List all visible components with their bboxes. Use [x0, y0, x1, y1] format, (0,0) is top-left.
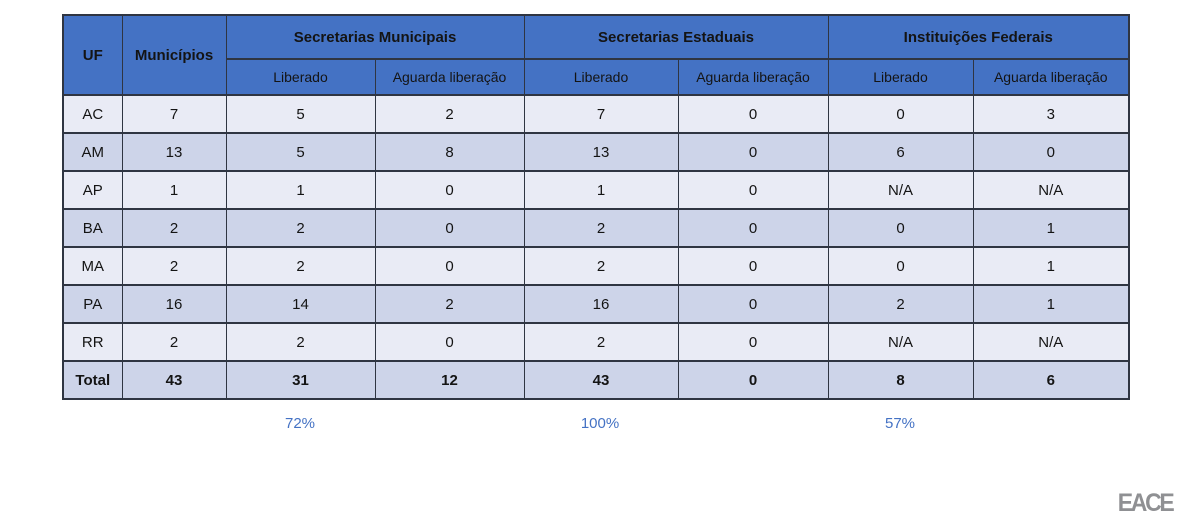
- header-group-secretarias-municipais: Secretarias Municipais: [225, 14, 525, 60]
- uf-cell: AC: [62, 94, 123, 134]
- uf-cell: BA: [62, 208, 123, 248]
- table-row: AP 1 1 0 1 0 N/A N/A: [62, 170, 1130, 210]
- data-cell: 2: [523, 246, 679, 286]
- table-body: AC 7 5 2 7 0 0 3 AM 13 5 8 13 0 6 0 AP 1 1 0 1 0 N/A N/A BA 2 2 0 2 0…: [62, 94, 1130, 400]
- data-cell: 12: [374, 360, 525, 400]
- data-cell: 2: [225, 208, 376, 248]
- header-uf: UF: [62, 14, 123, 96]
- data-cell: 0: [827, 208, 974, 248]
- data-cell: 0: [374, 208, 525, 248]
- data-cell: 0: [374, 246, 525, 286]
- data-cell: 1: [523, 170, 679, 210]
- table-row-total: Total 43 31 12 43 0 8 6: [62, 360, 1130, 400]
- data-cell: N/A: [827, 170, 974, 210]
- data-cell: 7: [523, 94, 679, 134]
- header-group-secretarias-estaduais: Secretarias Estaduais: [523, 14, 829, 60]
- header-sub-row: Liberado Aguarda liberação Liberado Agua…: [63, 58, 1130, 96]
- data-cell: 0: [677, 284, 829, 324]
- table-row: PA 16 14 2 16 0 2 1: [62, 284, 1130, 324]
- data-cell: 16: [121, 284, 227, 324]
- data-cell: 2: [225, 322, 376, 362]
- data-cell: 6: [972, 360, 1130, 400]
- subheader-if-aguarda: Aguarda liberação: [972, 58, 1130, 96]
- uf-cell: AP: [62, 170, 123, 210]
- data-cell: 1: [972, 284, 1130, 324]
- percent-label-secretarias-estaduais: 100%: [580, 415, 620, 432]
- percent-label-instituicoes-federais: 57%: [884, 415, 916, 432]
- data-cell: 1: [972, 246, 1130, 286]
- data-cell: 6: [827, 132, 974, 172]
- data-cell: 0: [677, 246, 829, 286]
- percent-label-secretarias-municipais: 72%: [284, 415, 316, 432]
- data-cell: 2: [121, 208, 227, 248]
- uf-cell: Total: [62, 360, 123, 400]
- data-cell: 2: [121, 246, 227, 286]
- data-cell: 1: [972, 208, 1130, 248]
- table-header: UF Municípios Secretarias Municipais Sec…: [62, 14, 1130, 96]
- header-municipios: Municípios: [121, 14, 227, 96]
- data-cell: N/A: [972, 322, 1130, 362]
- data-cell: 0: [374, 170, 525, 210]
- data-cell: 2: [523, 322, 679, 362]
- data-cell: 3: [972, 94, 1130, 134]
- table-row: MA 2 2 0 2 0 0 1: [62, 246, 1130, 286]
- header-group-row: UF Municípios Secretarias Municipais Sec…: [62, 14, 1130, 96]
- data-cell: 1: [121, 170, 227, 210]
- data-cell: 0: [677, 322, 829, 362]
- subheader-if-liberado: Liberado: [827, 58, 974, 96]
- data-cell: 5: [225, 132, 376, 172]
- data-cell: 2: [374, 284, 525, 324]
- uf-cell: RR: [62, 322, 123, 362]
- data-cell: 1: [225, 170, 376, 210]
- data-cell: 0: [827, 94, 974, 134]
- data-cell: 5: [225, 94, 376, 134]
- uf-cell: AM: [62, 132, 123, 172]
- uf-cell: PA: [62, 284, 123, 324]
- data-cell: 7: [121, 94, 227, 134]
- header-group-instituicoes-federais: Instituições Federais: [827, 14, 1130, 60]
- data-cell: 0: [827, 246, 974, 286]
- data-cell: 0: [677, 170, 829, 210]
- data-cell: 13: [121, 132, 227, 172]
- data-cell: N/A: [827, 322, 974, 362]
- data-cell: 16: [523, 284, 679, 324]
- data-cell: 43: [523, 360, 679, 400]
- table-row: RR 2 2 0 2 0 N/A N/A: [62, 322, 1130, 362]
- data-cell: 0: [677, 132, 829, 172]
- data-cell: 0: [374, 322, 525, 362]
- subheader-se-aguarda: Aguarda liberação: [677, 58, 829, 96]
- data-cell: 8: [827, 360, 974, 400]
- data-cell: 14: [225, 284, 376, 324]
- data-cell: 0: [677, 208, 829, 248]
- table-row: BA 2 2 0 2 0 0 1: [62, 208, 1130, 248]
- data-cell: 2: [225, 246, 376, 286]
- table-row: AC 7 5 2 7 0 0 3: [62, 94, 1130, 134]
- table-row: AM 13 5 8 13 0 6 0: [62, 132, 1130, 172]
- data-cell: N/A: [972, 170, 1130, 210]
- subheader-se-liberado: Liberado: [523, 58, 679, 96]
- data-cell: 0: [677, 94, 829, 134]
- data-cell: 31: [225, 360, 376, 400]
- status-table: UF Municípios Secretarias Municipais Sec…: [62, 14, 1131, 400]
- data-cell: 8: [374, 132, 525, 172]
- data-cell: 2: [827, 284, 974, 324]
- eace-logo: EACE: [1117, 489, 1174, 517]
- data-cell: 2: [374, 94, 525, 134]
- data-cell: 0: [972, 132, 1130, 172]
- data-cell: 0: [677, 360, 829, 400]
- data-cell: 2: [121, 322, 227, 362]
- subheader-sm-liberado: Liberado: [225, 58, 376, 96]
- subheader-sm-aguarda: Aguarda liberação: [374, 58, 525, 96]
- data-cell: 2: [523, 208, 679, 248]
- data-cell: 43: [121, 360, 227, 400]
- uf-cell: MA: [62, 246, 123, 286]
- data-cell: 13: [523, 132, 679, 172]
